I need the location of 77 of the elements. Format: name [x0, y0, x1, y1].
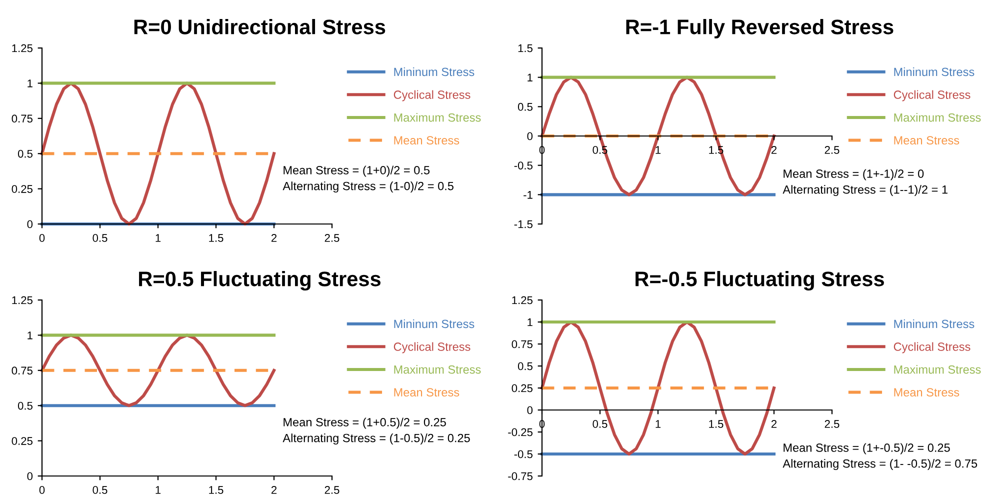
x-tick-label: 1: [656, 420, 661, 428]
legend-label: Maximum Stress: [894, 365, 981, 374]
y-tick-label: 1.25: [12, 296, 33, 304]
y-tick-label: -1: [524, 191, 532, 199]
legend-label: Maximum Stress: [394, 365, 481, 374]
legend-label: Cyclical Stress: [394, 90, 470, 102]
y-tick-label: 0: [527, 406, 533, 414]
y-tick-label: 0: [27, 220, 33, 228]
legend-label: Mean Stress: [894, 136, 960, 145]
x-tick-label: 1: [156, 486, 161, 494]
y-tick-label: -0.5: [514, 450, 533, 458]
y-tick-label: 0.25: [12, 185, 33, 193]
annotation: Mean Stress = (1+0.5)/2 = 0.25: [284, 418, 446, 429]
chart-title: R=0.5 Fluctuating Stress: [139, 271, 381, 291]
x-tick-label: 1.5: [709, 420, 724, 428]
legend-label: Mean Stress: [394, 388, 460, 397]
y-tick-label: -0.5: [514, 162, 533, 170]
y-tick-label: 0.25: [12, 437, 33, 445]
x-tick-label: 1: [656, 146, 661, 154]
y-tick-label: 0.75: [512, 340, 533, 348]
y-tick-label: 1: [528, 318, 532, 326]
chart-title: R=-0.5 Fluctuating Stress: [636, 271, 884, 291]
y-tick-label: 0: [27, 472, 33, 480]
legend-label: Cyclical Stress: [394, 342, 470, 354]
annotation: Mean Stress = (1+-1)/2 = 0: [784, 169, 924, 180]
legend-label: Mininum Stress: [894, 67, 974, 76]
y-tick-label: 1: [28, 80, 32, 88]
y-tick-label: 0.5: [518, 102, 533, 111]
y-tick-label: -0.25: [508, 428, 533, 436]
y-tick-label: 1: [28, 332, 32, 340]
line-series: [40, 334, 276, 408]
legend-label: Mininum Stress: [894, 319, 974, 328]
y-tick-label: -0.75: [508, 472, 533, 480]
x-tick-label: 0.5: [92, 486, 108, 494]
x-tick-label: 1.5: [209, 486, 224, 494]
legend-label: Maximum Stress: [394, 113, 481, 122]
x-tick-label: 0: [39, 234, 45, 242]
x-tick-label: 2.5: [824, 146, 840, 154]
legend-label: Mean Stress: [394, 136, 460, 145]
x-tick-label: 2: [271, 234, 277, 242]
x-tick-label: 2.5: [824, 420, 840, 428]
line-series: [40, 82, 276, 226]
y-tick-label: 1.25: [512, 296, 533, 304]
legend-label: Maximum Stress: [894, 113, 981, 122]
legend-label: Mininum Stress: [394, 319, 474, 328]
legend-label: Cyclical Stress: [894, 342, 970, 354]
x-tick-label: 2: [771, 420, 777, 428]
chart-title: R=0 Unidirectional Stress: [134, 19, 386, 34]
x-tick-label: 0.5: [92, 234, 108, 242]
x-tick-label: 0: [39, 486, 45, 494]
annotation: Alternating Stress = (1--1)/2 = 1: [782, 185, 948, 196]
chart-title: R=-1 Fully Reversed Stress: [626, 19, 894, 38]
x-tick-label: 2: [771, 146, 777, 154]
y-tick-label: 1.5: [518, 44, 533, 52]
y-tick-label: 0: [527, 132, 533, 140]
x-tick-label: 2.5: [324, 486, 340, 494]
y-tick-label: 0.5: [18, 402, 33, 410]
annotation: Alternating Stress = (1-0)/2 = 0.5: [282, 182, 454, 193]
y-tick-label: 1.25: [12, 44, 33, 52]
x-tick-label: 0.5: [592, 420, 608, 428]
x-tick-label: 1.5: [209, 234, 224, 242]
x-tick-label: 2.5: [324, 234, 340, 242]
annotation: Mean Stress = (1+0)/2 = 0.5: [284, 166, 430, 177]
annotation: Mean Stress = (1+-0.5)/2 = 0.25: [784, 443, 950, 454]
y-tick-label: 0.25: [512, 384, 533, 392]
y-tick-label: 0.5: [518, 362, 533, 370]
annotation: Alternating Stress = (1-0.5)/2 = 0.25: [282, 434, 470, 445]
y-tick-label: 1: [528, 74, 532, 82]
annotation: Alternating Stress = (1- -0.5)/2 = 0.75: [782, 459, 978, 470]
y-tick-label: 0.75: [12, 366, 33, 375]
x-tick-label: 1: [156, 234, 161, 242]
y-tick-label: 0.75: [12, 114, 33, 123]
legend-label: Mean Stress: [894, 388, 960, 397]
legend-label: Cyclical Stress: [894, 90, 970, 102]
y-tick-label: -1.5: [514, 220, 533, 228]
x-tick-label: 2: [271, 486, 277, 494]
legend-label: Mininum Stress: [394, 67, 474, 76]
